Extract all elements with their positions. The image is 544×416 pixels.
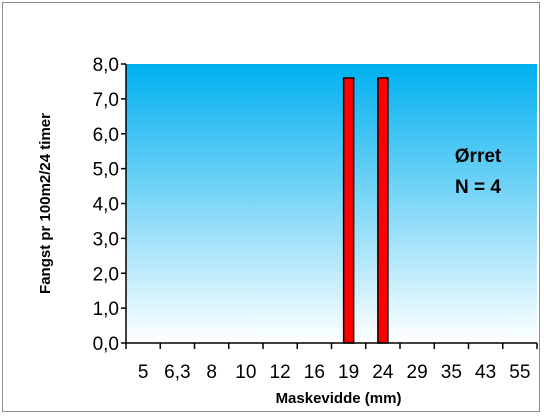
bar-24 — [377, 77, 389, 344]
x-tick-label: 19 — [338, 362, 359, 383]
x-tick-label: 10 — [235, 362, 256, 383]
x-tick-label: 35 — [441, 362, 462, 383]
x-tick-label: 5 — [138, 362, 149, 383]
y-ticks-group: 0,0 1,0 2,0 3,0 4,0 5,0 6,0 7,0 8,0 — [93, 55, 126, 355]
y-tick-label: 1,0 — [93, 299, 119, 320]
y-axis-title: Fangst pr 100m2/24 timer — [37, 113, 54, 294]
y-tick-label: 3,0 — [93, 229, 119, 250]
x-tick-label: 29 — [407, 362, 428, 383]
y-tick-label: 8,0 — [93, 55, 119, 76]
y-tick-label: 5,0 — [93, 160, 119, 181]
x-axis-title: Maskevidde (mm) — [276, 390, 402, 407]
x-tick-label: 6,3 — [164, 362, 190, 383]
y-tick-label: 4,0 — [93, 195, 119, 216]
x-tick-label: 16 — [304, 362, 325, 383]
plot-area — [126, 64, 537, 343]
species-annotation: Ørret — [455, 146, 502, 167]
bar-19 — [342, 77, 355, 344]
x-tick-label: 8 — [206, 362, 217, 383]
x-ticks-group: 5 6,3 8 10 12 16 19 24 29 35 43 55 — [125, 343, 538, 383]
x-tick-label: 55 — [509, 362, 530, 383]
x-tick-label: 12 — [270, 362, 291, 383]
x-tick-label: 43 — [475, 362, 496, 383]
y-tick-label: 2,0 — [93, 264, 119, 285]
y-tick-label: 6,0 — [93, 125, 119, 146]
x-tick-label: 24 — [372, 362, 394, 383]
y-tick-label: 0,0 — [93, 334, 119, 355]
count-annotation: N = 4 — [455, 177, 501, 198]
y-tick-label: 7,0 — [93, 90, 119, 111]
